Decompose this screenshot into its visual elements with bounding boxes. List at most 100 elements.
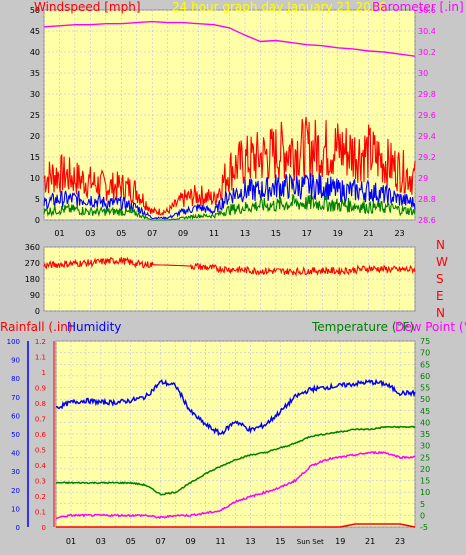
- wind-tick-label: 40: [30, 48, 40, 57]
- temperature-tick-label: 35: [420, 430, 430, 439]
- temperature-tick-label: -5: [420, 523, 428, 532]
- compass-label: N: [436, 306, 445, 320]
- hour-tick-label: 05: [116, 229, 126, 238]
- rainfall-tick-label: 1.1: [35, 354, 46, 362]
- wind-tick-label: 10: [30, 174, 40, 183]
- hour-tick-label: 03: [85, 229, 95, 238]
- barometer-tick-label: 28.6: [418, 216, 436, 225]
- humidity-line: [55, 378, 416, 437]
- barometer-tick-label: 29: [418, 174, 428, 183]
- hour-tick-label: 23: [395, 537, 405, 546]
- graph-title: 24 hour graph day January 21 2026: [172, 0, 386, 14]
- rainfall-tick-label: 0.1: [35, 509, 46, 517]
- rainfall-axis-label: Rainfall (.in): [0, 320, 73, 334]
- temperature-tick-label: 45: [420, 407, 430, 416]
- temperature-tick-label: 65: [420, 360, 430, 369]
- climate-series: [55, 378, 416, 528]
- compass-label: N: [436, 238, 445, 252]
- direction-tick-label: 0: [35, 307, 40, 316]
- temperature-tick-label: 5: [420, 500, 425, 509]
- temperature-tick-label: 0: [420, 511, 425, 520]
- humidity-tick-label: 40: [11, 450, 20, 458]
- wind-average-line: [43, 193, 416, 221]
- rainfall-tick-label: 0.6: [35, 431, 47, 439]
- humidity-tick-label: 70: [11, 394, 20, 402]
- hour-tick-label: 23: [394, 229, 404, 238]
- hour-tick-label: 21: [365, 537, 375, 546]
- temperature-tick-label: 55: [420, 384, 430, 393]
- compass-label: W: [436, 255, 448, 269]
- wind-tick-label: 45: [30, 27, 40, 36]
- direction-tick-label: 270: [25, 259, 40, 268]
- wind-tick-label: 25: [30, 111, 40, 120]
- rainfall-tick-label: 0.4: [35, 462, 47, 470]
- barometer-tick-label: 29.2: [418, 153, 436, 162]
- rainfall-tick-label: 0.2: [35, 493, 46, 501]
- barometer-tick-label: 30: [418, 69, 428, 78]
- hour-tick-label: Sun Set: [297, 538, 324, 546]
- wind-tick-label: 20: [30, 132, 40, 141]
- climate-ticks: -505101520253035404550556065707500.10.20…: [7, 337, 431, 546]
- wind-axis-label: Windspeed [mph]: [34, 0, 141, 14]
- temperature-tick-label: 70: [420, 349, 430, 358]
- hour-tick-label: 15: [271, 229, 281, 238]
- temperature-tick-label: 20: [420, 465, 430, 474]
- direction-tick-label: 90: [30, 291, 40, 300]
- rainfall-tick-label: 0.9: [35, 385, 46, 393]
- hour-tick-label: 09: [186, 537, 196, 546]
- rainfall-tick-label: 1: [42, 369, 46, 377]
- barometer-tick-label: 29.4: [418, 132, 436, 141]
- direction-tick-label: 360: [25, 243, 40, 252]
- temperature-tick-label: 60: [420, 372, 430, 381]
- humidity-tick-label: 50: [11, 431, 20, 439]
- humidity-tick-label: 90: [11, 357, 20, 365]
- hour-tick-label: 19: [335, 537, 345, 546]
- humidity-tick-label: 0: [16, 524, 20, 532]
- dew-point-line: [56, 450, 416, 520]
- barometer-tick-label: 29.6: [418, 111, 436, 120]
- wind-panel: 0510152025303540455028.628.82929.229.429…: [30, 0, 464, 238]
- hour-tick-label: 03: [96, 537, 106, 546]
- hour-tick-label: 07: [147, 229, 157, 238]
- barometer-tick-label: 30.4: [418, 27, 436, 36]
- hour-tick-label: 11: [215, 537, 225, 546]
- wind-ticks: 0510152025303540455028.628.82929.229.429…: [30, 6, 436, 238]
- wind-direction-line: [43, 256, 416, 277]
- temperature-tick-label: 50: [420, 395, 430, 404]
- humidity-tick-label: 20: [11, 487, 20, 495]
- compass-label: S: [436, 272, 444, 286]
- wind-speed-line: [43, 173, 416, 220]
- temperature-tick-label: 75: [420, 337, 430, 346]
- direction-grid: [43, 246, 416, 312]
- direction-tick-label: 180: [25, 275, 40, 284]
- hour-tick-label: 13: [245, 537, 255, 546]
- dewpoint-axis-label: Dew Point (°F): [395, 320, 466, 334]
- wind-tick-label: 50: [30, 6, 40, 15]
- hour-tick-label: 19: [333, 229, 343, 238]
- humidity-tick-label: 10: [11, 505, 20, 513]
- barometer-tick-label: 30.2: [418, 48, 436, 57]
- humidity-tick-label: 60: [11, 412, 20, 420]
- rainfall-line: [56, 523, 416, 528]
- temperature-tick-label: 10: [420, 488, 430, 497]
- wind-gust-line: [43, 116, 416, 216]
- wind-tick-label: 5: [35, 195, 40, 204]
- temperature-tick-label: 25: [420, 453, 430, 462]
- wind-tick-label: 0: [35, 216, 40, 225]
- hour-tick-label: 01: [66, 537, 76, 546]
- temperature-tick-label: 30: [420, 442, 430, 451]
- humidity-tick-label: 100: [7, 338, 20, 346]
- wind-series: [43, 20, 416, 221]
- rainfall-tick-label: 0.8: [35, 400, 46, 408]
- barometer-tick-label: 29.8: [418, 90, 436, 99]
- hour-tick-label: 05: [126, 537, 136, 546]
- hour-tick-label: 21: [364, 229, 374, 238]
- wind-tick-label: 30: [30, 90, 40, 99]
- wind-tick-label: 35: [30, 69, 40, 78]
- hour-tick-label: 01: [54, 229, 64, 238]
- rainfall-tick-label: 0: [42, 524, 46, 532]
- hour-tick-label: 09: [178, 229, 188, 238]
